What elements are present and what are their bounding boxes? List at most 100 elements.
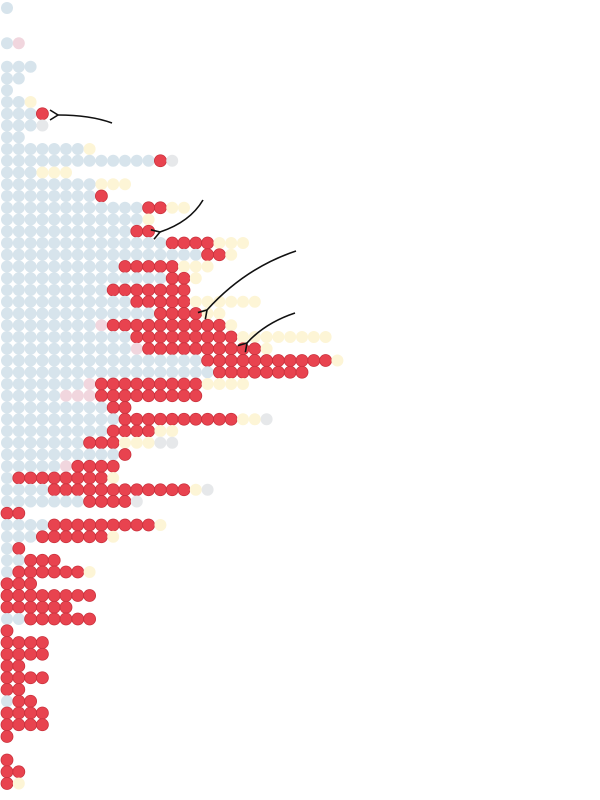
dot: [12, 319, 25, 332]
dot: [95, 213, 108, 226]
dot: [95, 307, 108, 320]
dot: [130, 518, 144, 532]
dot: [24, 577, 38, 591]
dot: [24, 413, 37, 426]
dot: [107, 472, 120, 484]
dot: [12, 225, 25, 238]
dot: [142, 248, 155, 261]
dot-segment: [225, 319, 238, 332]
dot: [213, 307, 226, 320]
dot: [47, 553, 61, 567]
dot: [12, 671, 26, 685]
dot-segment: [12, 37, 25, 50]
dot: [142, 237, 155, 249]
dot-segment: [166, 201, 190, 214]
dot-segment: [1, 530, 37, 543]
dot: [48, 366, 61, 379]
dot: [36, 706, 49, 720]
dot-segment: [1, 401, 108, 414]
dot-segment: [130, 330, 238, 344]
arrow: [197, 250, 297, 320]
dot: [36, 389, 49, 402]
dot: [95, 237, 108, 249]
dot: [83, 307, 96, 320]
dot: [1, 2, 13, 14]
dot-segment: [119, 436, 155, 449]
dot: [154, 425, 167, 437]
dot: [12, 178, 25, 191]
dot: [36, 530, 49, 544]
dot: [12, 460, 25, 473]
dot: [283, 354, 297, 367]
dot: [189, 318, 203, 332]
dot: [24, 589, 38, 602]
dot: [95, 483, 108, 497]
dot: [201, 366, 214, 379]
dot: [153, 412, 167, 426]
dot: [118, 377, 132, 391]
dot: [189, 272, 202, 285]
dot: [24, 178, 37, 191]
dot: [142, 260, 156, 273]
dot: [1, 119, 13, 132]
dot: [130, 377, 144, 391]
dot: [60, 342, 72, 355]
dot-segment: [1, 695, 13, 708]
dot: [71, 201, 84, 214]
dot: [189, 260, 202, 273]
dot: [177, 483, 191, 497]
dot-segment: [154, 519, 167, 531]
dot: [107, 213, 120, 226]
dot: [95, 530, 108, 544]
dot: [118, 260, 132, 273]
dot: [71, 248, 84, 261]
dot: [142, 483, 156, 497]
dot: [248, 354, 262, 367]
dot: [118, 401, 132, 414]
dot: [12, 483, 25, 496]
dot-segment: [60, 460, 72, 473]
dot: [284, 331, 297, 343]
dot: [0, 600, 14, 614]
dot: [12, 237, 25, 249]
dot: [165, 295, 179, 309]
dot: [95, 377, 108, 391]
dot: [153, 283, 167, 297]
dot-segment: [189, 295, 261, 308]
dot-segment: [36, 166, 72, 179]
dot: [71, 589, 85, 602]
dot: [71, 459, 85, 473]
dot: [95, 389, 108, 403]
dot-segment: [1, 425, 108, 437]
dot: [71, 154, 84, 167]
dot: [307, 354, 321, 367]
dot: [153, 295, 167, 309]
dot: [60, 190, 72, 202]
dot: [236, 342, 250, 356]
dot: [24, 600, 38, 614]
dot-segment: [1, 96, 25, 108]
dot: [212, 318, 226, 332]
dot: [1, 237, 13, 249]
dot: [177, 342, 191, 356]
dot: [154, 436, 167, 449]
dot: [107, 530, 120, 543]
dot: [106, 401, 120, 414]
arrow: [49, 109, 113, 124]
dot: [319, 331, 332, 343]
dot: [24, 96, 37, 108]
dot: [95, 225, 108, 238]
dot: [118, 495, 132, 508]
dot: [0, 718, 14, 732]
dot: [36, 237, 49, 249]
dot: [95, 401, 108, 414]
dot: [95, 154, 108, 167]
dot: [36, 565, 49, 579]
dot: [59, 483, 73, 497]
dot: [260, 331, 273, 343]
dot: [12, 577, 26, 591]
dot: [12, 683, 26, 696]
dot-segment: [118, 260, 179, 273]
dot: [95, 260, 108, 273]
dot: [212, 412, 226, 426]
